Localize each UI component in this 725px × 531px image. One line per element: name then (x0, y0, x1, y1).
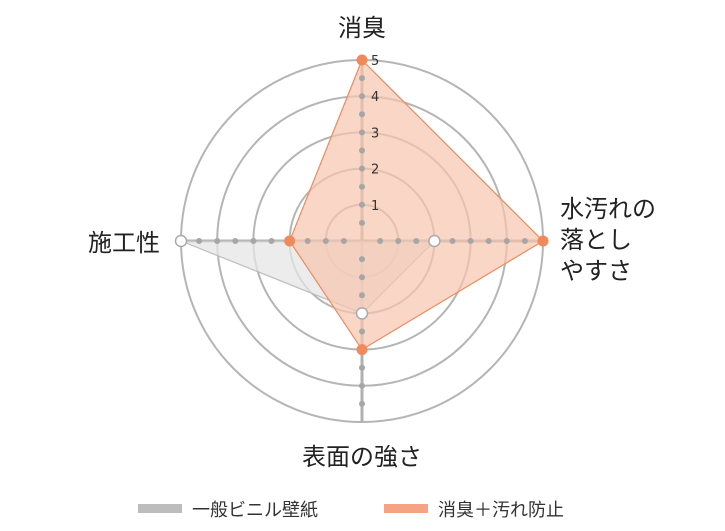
axis-dot (359, 111, 365, 118)
tick-label-3: 3 (371, 126, 379, 141)
legend-swatch-1 (384, 504, 428, 513)
axis-dot (359, 129, 365, 136)
data-point-s0-1 (428, 234, 441, 248)
axis-dot (395, 238, 402, 244)
axis-dot (359, 364, 365, 371)
legend-label-0: 一般ビニル壁紙 (192, 500, 318, 521)
tick-labels: 1 2 3 4 5 (371, 54, 379, 214)
legend-swatch-0 (138, 504, 182, 513)
axis-dot (268, 238, 275, 244)
axis-dot (449, 238, 456, 244)
axis-dot (503, 238, 510, 244)
axis-dot (359, 328, 365, 335)
axis-dot (359, 400, 365, 407)
axis-dot (359, 274, 365, 281)
axis-dot (359, 292, 365, 299)
axis-dot (359, 147, 365, 154)
axis-dot (359, 93, 365, 100)
tick-label-1: 1 (371, 199, 379, 214)
axis-dot (359, 219, 365, 226)
axis-dot (521, 238, 528, 244)
axis-label-3: 施工性 (88, 229, 160, 257)
series-area-1 (288, 58, 544, 351)
axis-dot (467, 238, 474, 244)
axis-dot (232, 238, 239, 244)
axis-dot (340, 238, 347, 244)
axis-dot (377, 238, 384, 244)
data-point-s1-0 (356, 54, 368, 66)
axis-label-1: 水汚れの落としやすさ (560, 195, 656, 285)
axis-dot (359, 75, 365, 82)
axis-dot (322, 238, 329, 244)
axis-dot (485, 238, 492, 244)
axis-label-2: 表面の強さ (302, 443, 422, 471)
axis-dot (359, 201, 365, 208)
tick-label-4: 4 (371, 90, 379, 105)
legend: 一般ビニル壁紙 消臭＋汚れ防止 (138, 500, 564, 521)
axis-dot (304, 238, 311, 244)
axis-dot (196, 238, 203, 244)
axis-dot (359, 382, 365, 389)
axis-dot (413, 238, 420, 244)
data-markers (174, 54, 549, 356)
data-point-s0-3 (174, 234, 188, 248)
axis-dot (214, 238, 221, 244)
data-point-s1-1 (537, 235, 549, 247)
axis-dot (359, 183, 365, 190)
data-point-s1-3 (284, 235, 296, 247)
axis-dot (250, 238, 257, 244)
data-point-s1-2 (356, 344, 368, 356)
axis-dot (359, 256, 365, 263)
axis-label-0: 消臭 (338, 14, 386, 42)
tick-label-2: 2 (371, 163, 379, 178)
axis-dot (359, 165, 365, 172)
tick-label-5: 5 (371, 54, 379, 69)
data-point-s0-2 (355, 307, 369, 320)
legend-label-1: 消臭＋汚れ防止 (438, 500, 564, 521)
